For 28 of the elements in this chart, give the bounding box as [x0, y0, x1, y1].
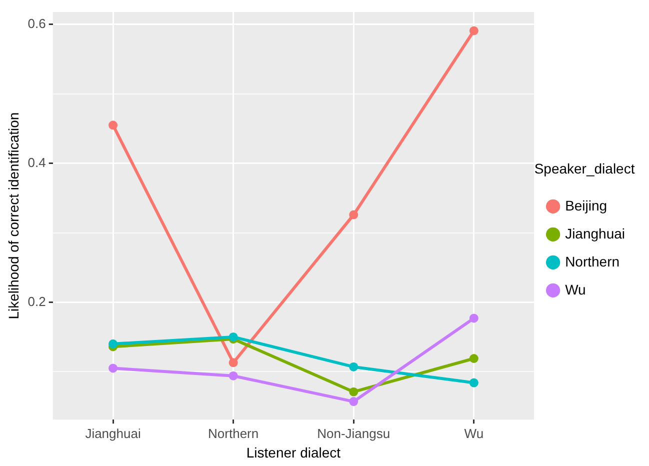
legend-label: Jianghuai	[565, 225, 625, 242]
legend-label: Wu	[565, 281, 586, 298]
y-tick-label: 0.4	[28, 154, 46, 170]
point	[108, 120, 118, 130]
point	[228, 371, 238, 380]
point	[108, 364, 118, 373]
point	[469, 378, 478, 388]
y-axis-title: Likelihood of correct identification	[5, 112, 22, 320]
legend-label: Northern	[565, 253, 620, 270]
point	[108, 339, 118, 348]
x-axis-title: Listener dialect	[246, 444, 341, 460]
point	[228, 358, 238, 368]
x-tick-label: Non-Jiangsu	[317, 426, 390, 441]
x-tick-label: Northern	[208, 426, 259, 441]
point	[349, 362, 358, 372]
legend-title: Speaker_dialect	[534, 160, 635, 176]
point	[349, 210, 358, 220]
y-tick-label: 0.6	[28, 16, 46, 32]
point	[469, 314, 478, 323]
legend-label: Beijing	[565, 197, 608, 214]
point	[349, 387, 358, 396]
y-tick-label: 0.2	[28, 294, 46, 309]
point	[469, 26, 478, 36]
x-tick-label: Wu	[464, 426, 484, 441]
x-tick-label: Jianghuai	[85, 426, 141, 441]
point	[469, 354, 478, 363]
point	[349, 397, 358, 406]
point	[228, 332, 238, 342]
